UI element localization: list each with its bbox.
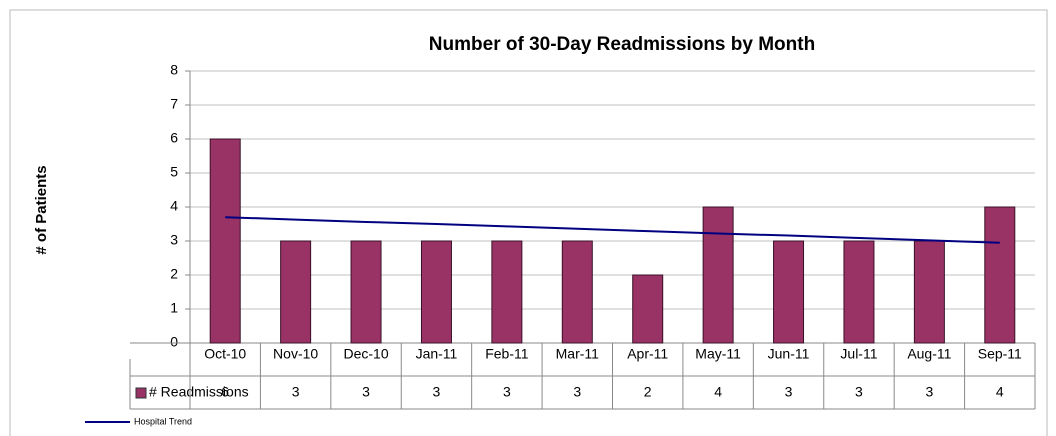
y-tick-label: 4 bbox=[170, 198, 178, 214]
legend-label: Hospital Trend bbox=[134, 416, 192, 426]
table-value: 4 bbox=[996, 384, 1004, 400]
bar bbox=[561, 240, 593, 344]
x-tick-label: Apr-11 bbox=[627, 346, 668, 362]
bar bbox=[209, 138, 241, 344]
x-tick-label: Oct-10 bbox=[204, 346, 246, 362]
bar bbox=[773, 240, 805, 344]
table-value: 2 bbox=[644, 384, 652, 400]
table-value: 3 bbox=[433, 384, 441, 400]
y-tick-label: 6 bbox=[170, 130, 178, 146]
trend-line bbox=[225, 216, 1000, 244]
table-value: 3 bbox=[573, 384, 581, 400]
y-tick-label: 5 bbox=[170, 164, 178, 180]
bar bbox=[491, 240, 523, 344]
x-tick-label: Aug-11 bbox=[907, 346, 951, 362]
table-value: 4 bbox=[714, 384, 722, 400]
y-tick-label: 7 bbox=[170, 96, 178, 112]
y-tick-label: 0 bbox=[170, 334, 178, 350]
y-tick-label: 8 bbox=[170, 62, 178, 78]
bar bbox=[350, 240, 382, 344]
chart-title: Number of 30-Day Readmissions by Month bbox=[429, 34, 815, 55]
x-tick-label: Mar-11 bbox=[556, 346, 600, 362]
table-value: 3 bbox=[292, 384, 300, 400]
bar bbox=[913, 240, 945, 344]
table-value: 6 bbox=[221, 384, 229, 400]
y-tick-label: 3 bbox=[170, 232, 178, 248]
x-tick-label: Nov-10 bbox=[273, 346, 318, 362]
bar bbox=[984, 206, 1016, 344]
bar bbox=[280, 240, 312, 344]
x-tick-label: Jan-11 bbox=[416, 346, 458, 362]
y-tick-label: 1 bbox=[170, 300, 178, 316]
x-tick-label: Dec-10 bbox=[343, 346, 388, 362]
table-value: 3 bbox=[503, 384, 511, 400]
bar bbox=[420, 240, 452, 344]
table-series-label: # Readmissions bbox=[149, 384, 249, 400]
bar bbox=[843, 240, 875, 344]
x-tick-label: Feb-11 bbox=[485, 346, 529, 362]
table-value: 3 bbox=[925, 384, 933, 400]
bar bbox=[632, 274, 664, 344]
legend-swatch bbox=[135, 387, 147, 399]
y-axis-label: # of Patients bbox=[33, 165, 50, 254]
x-tick-label: Sep-11 bbox=[978, 346, 1022, 362]
table-value: 3 bbox=[362, 384, 370, 400]
bar bbox=[702, 206, 734, 344]
table-value: 3 bbox=[855, 384, 863, 400]
y-tick-label: 2 bbox=[170, 266, 178, 282]
x-tick-label: Jun-11 bbox=[768, 346, 810, 362]
table-value: 3 bbox=[785, 384, 793, 400]
x-tick-label: May-11 bbox=[695, 346, 741, 362]
x-tick-label: Jul-11 bbox=[840, 346, 877, 362]
chart-frame bbox=[9, 9, 1048, 436]
